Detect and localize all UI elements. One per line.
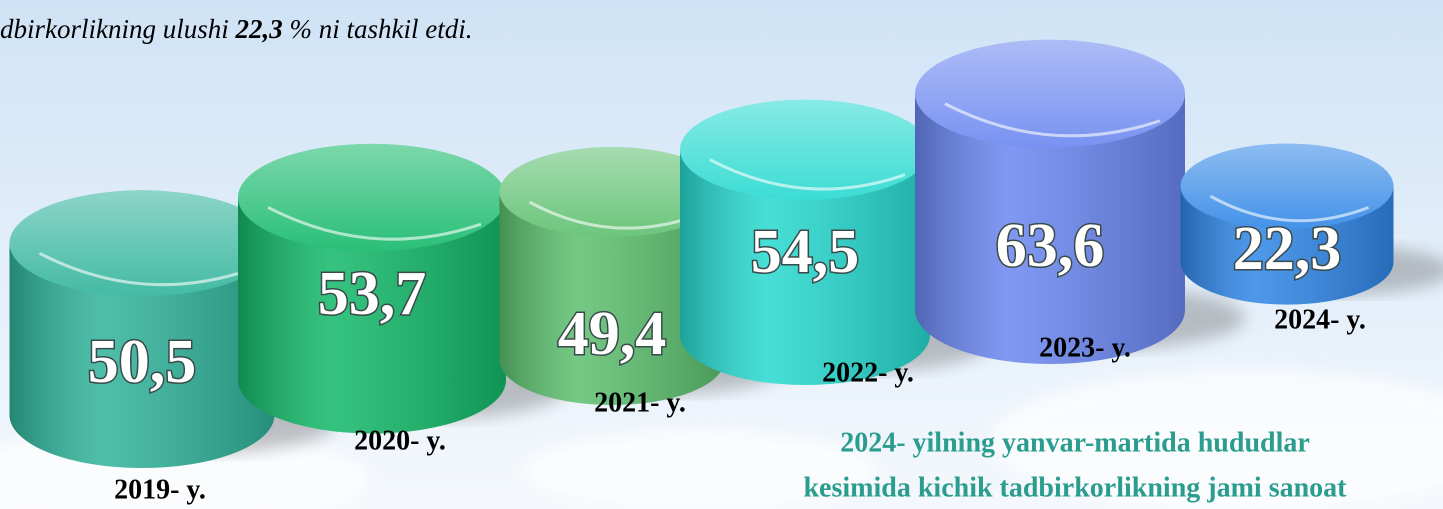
cylinder-top-highlight [9,190,275,297]
cylinder-shading [9,243,275,468]
arrow [38,251,250,287]
year-label: 2021- y. [594,387,686,418]
cylinder-shading [238,197,506,434]
annotation-text: dbirkorlikning ulushi [0,14,236,44]
plot: 50,5 2019- y. 53,7 2020- y. 49,4 2021- y. 54,5… [9,39,1443,505]
year-label: 2020- y. [354,425,446,456]
cylinder-shading [499,192,725,405]
year-label: 2022- y. [822,357,914,388]
value-label: 50,5 [88,328,197,396]
arrow [709,158,906,191]
value-label: 54,5 [751,218,860,286]
cylinder-shading [680,149,930,385]
annotation-text: % ni tashkil etdi. [283,14,473,44]
cylinder-shading [915,93,1185,364]
clouds [0,370,1443,509]
value-label: 63,6 [996,212,1105,280]
arrow [528,200,701,230]
value-label: 49,4 [558,300,667,368]
value-label: 22,3 [1233,215,1342,283]
annotation: dbirkorlikning ulushi 22,3 % ni tashkil … [0,14,472,44]
value-label: 53,7 [318,260,427,328]
cylinder-top-highlight [680,99,930,200]
year-label: 2019- y. [114,474,206,505]
cylinder-top-highlight [915,39,1185,148]
caption: 2024- yilning yanvar-martida hududlar [840,427,1310,458]
year-label: 2024- y. [1274,304,1366,335]
annotation-bold: 22,3 [235,14,283,44]
arrow [944,102,1161,138]
year-label: 2023- y. [1039,332,1131,363]
arrow [1209,194,1370,223]
arrow [267,206,482,241]
cylinder-top-highlight [238,143,506,252]
caption: kesimida kichik tadbirkorlikning jami sa… [803,472,1347,503]
